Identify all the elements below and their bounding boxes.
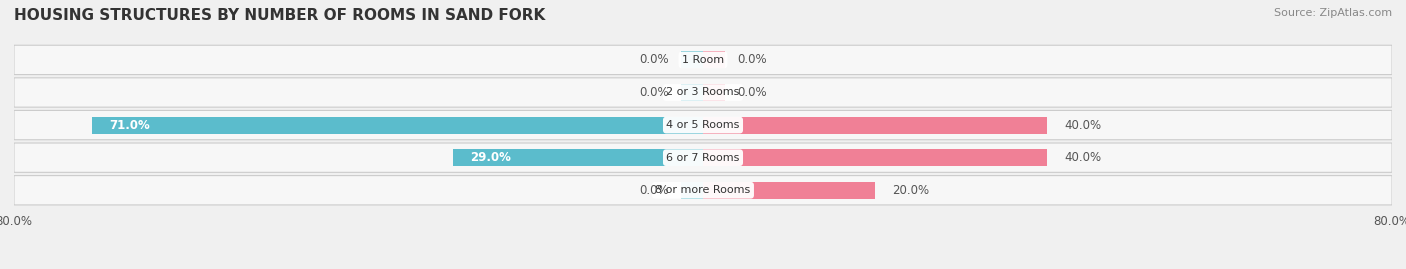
- FancyBboxPatch shape: [14, 110, 1392, 140]
- Text: 0.0%: 0.0%: [738, 86, 768, 99]
- Bar: [682, 84, 703, 101]
- Text: 6 or 7 Rooms: 6 or 7 Rooms: [666, 153, 740, 163]
- Bar: [682, 51, 703, 68]
- Text: 29.0%: 29.0%: [471, 151, 512, 164]
- Text: 1 Room: 1 Room: [682, 55, 724, 65]
- Text: HOUSING STRUCTURES BY NUMBER OF ROOMS IN SAND FORK: HOUSING STRUCTURES BY NUMBER OF ROOMS IN…: [14, 8, 546, 23]
- Text: 0.0%: 0.0%: [738, 54, 768, 66]
- Text: 40.0%: 40.0%: [1064, 119, 1102, 132]
- Text: Source: ZipAtlas.com: Source: ZipAtlas.com: [1274, 8, 1392, 18]
- Bar: [703, 117, 1047, 133]
- Text: 71.0%: 71.0%: [108, 119, 149, 132]
- FancyBboxPatch shape: [14, 143, 1392, 172]
- Text: 8 or more Rooms: 8 or more Rooms: [655, 185, 751, 195]
- Bar: [453, 149, 703, 166]
- Bar: [703, 51, 724, 68]
- Bar: [682, 182, 703, 199]
- FancyBboxPatch shape: [14, 176, 1392, 205]
- Bar: [703, 84, 724, 101]
- Text: 40.0%: 40.0%: [1064, 151, 1102, 164]
- Text: 0.0%: 0.0%: [638, 54, 669, 66]
- Bar: [91, 117, 703, 133]
- Text: 4 or 5 Rooms: 4 or 5 Rooms: [666, 120, 740, 130]
- Bar: [703, 149, 1047, 166]
- Text: 2 or 3 Rooms: 2 or 3 Rooms: [666, 87, 740, 97]
- Text: 0.0%: 0.0%: [638, 184, 669, 197]
- Text: 0.0%: 0.0%: [638, 86, 669, 99]
- FancyBboxPatch shape: [14, 45, 1392, 75]
- FancyBboxPatch shape: [14, 78, 1392, 107]
- Bar: [703, 182, 875, 199]
- Text: 20.0%: 20.0%: [893, 184, 929, 197]
